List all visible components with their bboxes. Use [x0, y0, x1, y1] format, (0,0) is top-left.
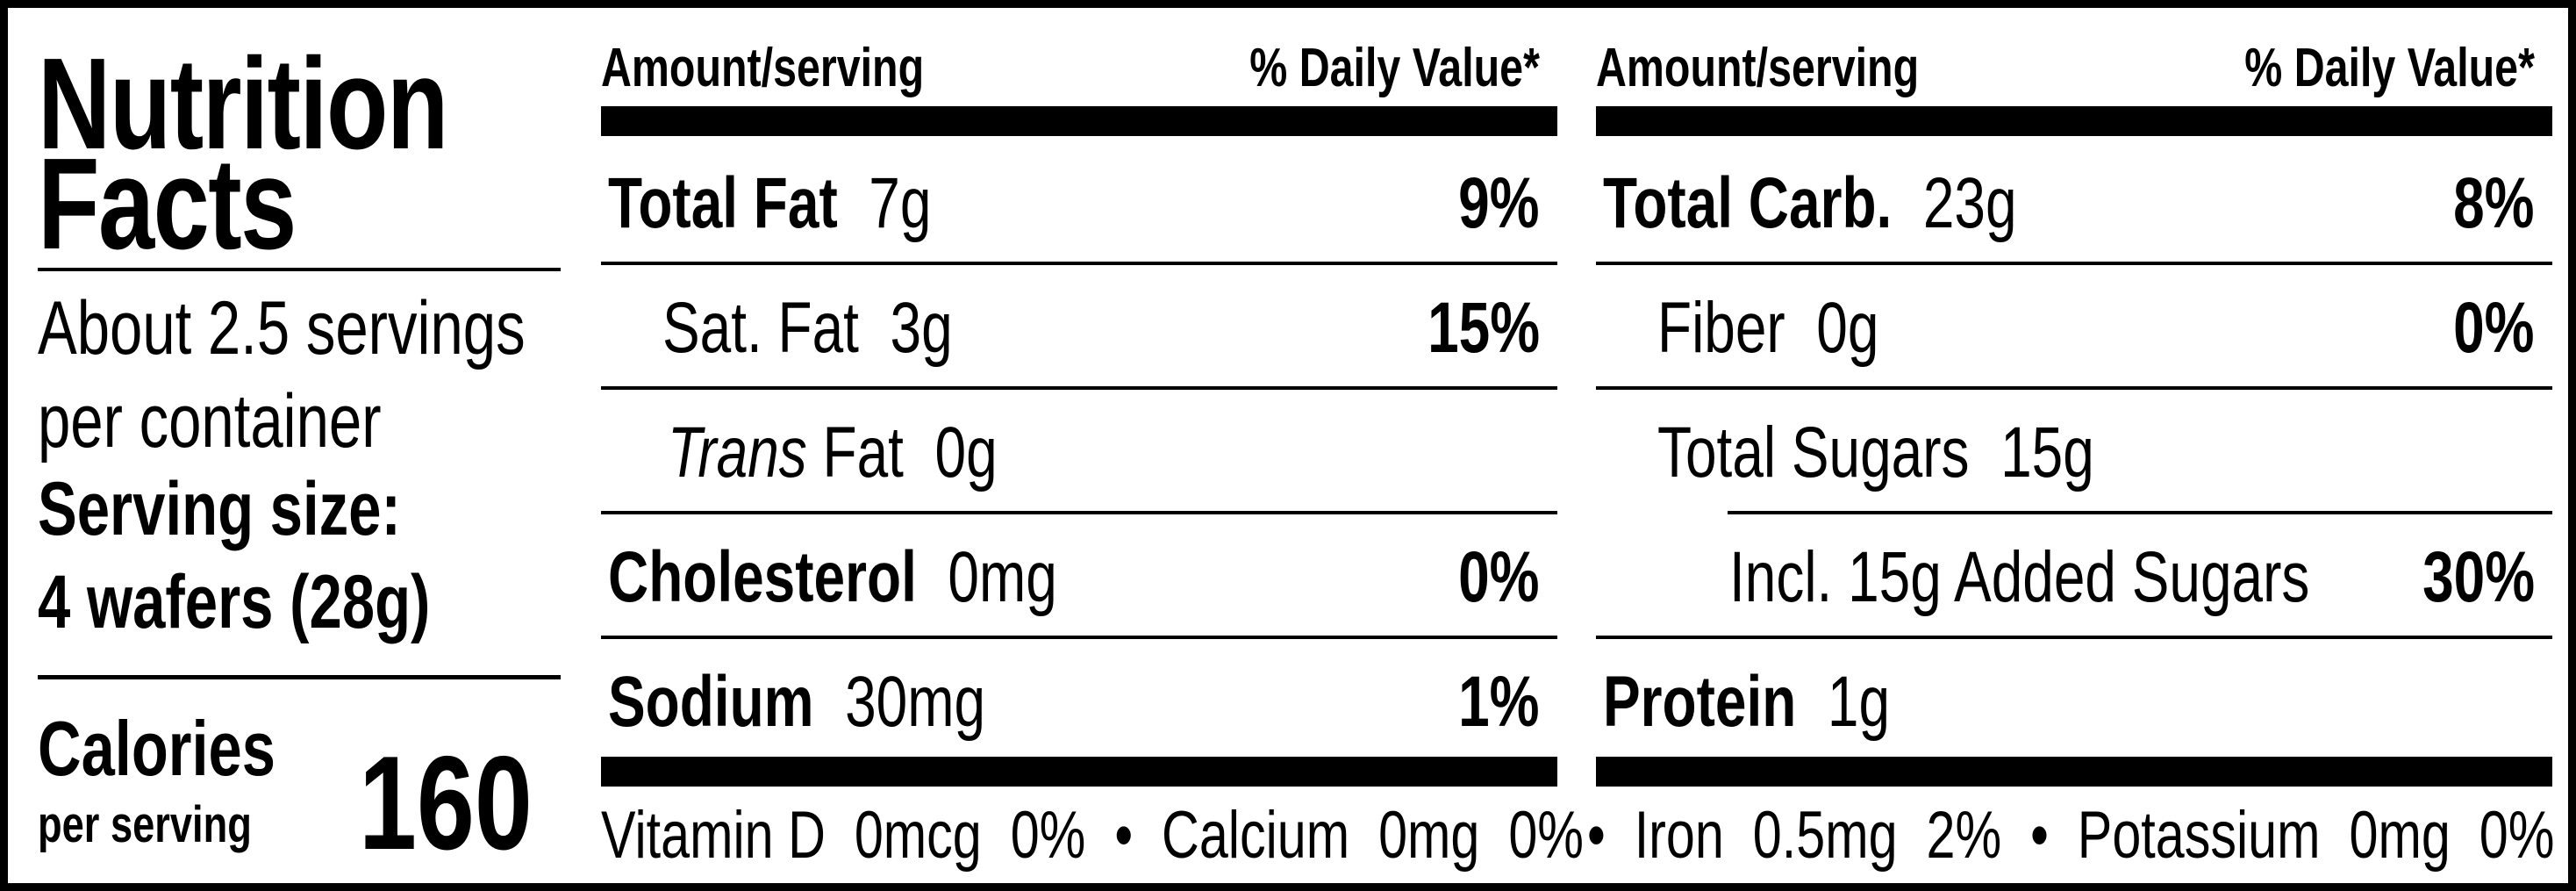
serving-size-label: Serving size:	[38, 467, 401, 551]
thick-bar-top-right	[1596, 106, 2552, 136]
header-amount-right: Amount/serving	[1596, 38, 1920, 98]
divider-row-4-right	[1596, 636, 2552, 639]
header-dv-left: % Daily Value*	[1249, 38, 1540, 98]
vitamins-right: • Iron 0.5mg 2% • Potassium 0mg 0%	[1587, 798, 2555, 873]
total-carb-dv: 8%	[2453, 163, 2535, 243]
divider-row-3-left	[601, 511, 1557, 514]
title-line-1: Nutrition	[38, 32, 448, 176]
total-fat-row: Total Fat 7g	[608, 163, 932, 243]
header-amount-left: Amount/serving	[601, 38, 925, 98]
sat-fat-row: Sat. Fat 3g	[662, 288, 953, 368]
cholesterol-row: Cholesterol 0mg	[608, 537, 1057, 617]
calories-label: Calories	[38, 705, 275, 792]
thick-bar-bottom-right	[1596, 757, 2552, 787]
sodium-dv: 1%	[1458, 662, 1540, 742]
added-sugars-row: Incl. 15g Added Sugars	[1729, 537, 2310, 617]
divider-row-2-right	[1596, 386, 2552, 390]
sodium-row: Sodium 30mg	[608, 662, 986, 742]
calories-sub: per serving	[38, 796, 252, 853]
trans-fat-row: Trans Fat 0g	[668, 413, 998, 492]
title-line-2: Facts	[38, 132, 297, 277]
servings-line-1: About 2.5 servings	[38, 286, 526, 370]
servings-line-2: per container	[38, 379, 382, 463]
serving-size-value: 4 wafers (28g)	[38, 560, 431, 644]
total-fat-dv: 9%	[1458, 163, 1540, 243]
total-carb-row: Total Carb. 23g	[1603, 163, 2017, 243]
sat-fat-dv: 15%	[1427, 288, 1540, 368]
cholesterol-dv: 0%	[1458, 537, 1540, 617]
fiber-dv: 0%	[2453, 288, 2535, 368]
total-sugars-row: Total Sugars 15g	[1657, 413, 2094, 492]
divider-row-4-left	[601, 636, 1557, 639]
added-sugars-dv: 30%	[2422, 537, 2535, 617]
divider-row-1-left	[601, 262, 1557, 265]
protein-row: Protein 1g	[1603, 662, 1891, 742]
divider-row-1-right	[1596, 262, 2552, 265]
calories-value: 160	[359, 729, 533, 878]
divider-calories	[38, 675, 561, 679]
divider-row-3-right	[1728, 511, 2552, 514]
thick-bar-top-left	[601, 106, 1557, 136]
thick-bar-bottom-left	[601, 757, 1557, 787]
vitamins-left: Vitamin D 0mcg 0% • Calcium 0mg 0%	[601, 798, 1585, 873]
divider-title	[38, 268, 561, 271]
divider-row-2-left	[601, 386, 1557, 390]
fiber-row: Fiber 0g	[1657, 288, 1879, 368]
header-dv-right: % Daily Value*	[2244, 38, 2535, 98]
